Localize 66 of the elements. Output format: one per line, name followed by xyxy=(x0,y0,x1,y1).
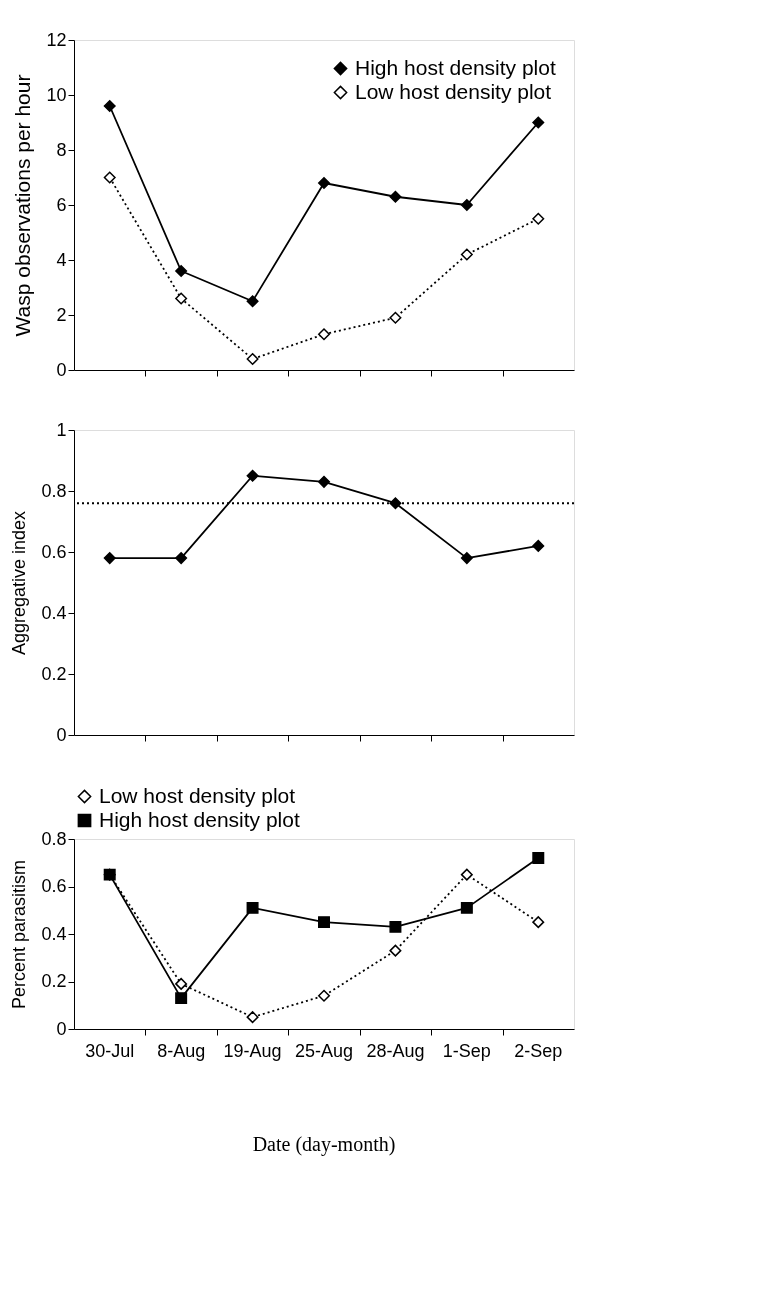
point xyxy=(389,920,402,933)
point xyxy=(175,977,188,990)
x-axis-title: Date (day-month) xyxy=(252,1133,396,1156)
point xyxy=(318,916,330,929)
y-tick-label: 0.6 xyxy=(41,541,67,562)
y-axis-title: Aggregative index xyxy=(9,510,30,656)
y-tick-label: 1 xyxy=(56,419,67,440)
point xyxy=(318,177,330,189)
legend-label: High host density plot xyxy=(99,807,300,831)
y-tick-label: 0 xyxy=(56,359,67,380)
point xyxy=(246,1011,259,1024)
x-tick-label: 28-Aug xyxy=(366,1041,425,1061)
y-axis-title: Percent parasitism xyxy=(9,859,30,1010)
y-tick-label: 0.2 xyxy=(41,663,67,684)
x-tick-label: 25-Aug xyxy=(294,1041,354,1061)
y-tick-label: 0.4 xyxy=(41,923,67,944)
legend-label: High host density plot xyxy=(355,55,556,79)
point xyxy=(532,116,545,129)
point xyxy=(460,901,473,914)
y-axis-title: Wasp observations per hour xyxy=(11,74,35,337)
point xyxy=(246,469,259,482)
y-tick-label: 4 xyxy=(56,249,67,270)
y-tick-label: 10 xyxy=(46,84,67,105)
x-tick-label: 30-Jul xyxy=(85,1041,135,1061)
point xyxy=(532,852,545,864)
y-tick-label: 0 xyxy=(56,1018,67,1039)
point xyxy=(175,292,188,305)
point xyxy=(318,989,330,1002)
point xyxy=(460,552,473,565)
point xyxy=(103,552,116,565)
point xyxy=(103,171,116,184)
y-tick-label: 0.6 xyxy=(41,876,67,896)
point xyxy=(389,190,402,203)
point xyxy=(532,916,545,929)
y-tick-label: 12 xyxy=(46,29,67,50)
y-tick-label: 6 xyxy=(56,194,67,215)
x-tick-label: 1-Sep xyxy=(442,1041,491,1061)
y-tick-label: 0.8 xyxy=(41,828,67,849)
point xyxy=(175,265,188,277)
y-tick-label: 0.2 xyxy=(41,971,67,991)
legend-label: Low host density plot xyxy=(355,79,552,103)
point xyxy=(532,212,545,225)
point xyxy=(389,311,402,324)
point xyxy=(460,868,473,881)
x-tick-label: 8-Aug xyxy=(157,1041,206,1061)
point xyxy=(175,552,188,565)
point xyxy=(389,497,402,510)
y-tick-label: 0.4 xyxy=(41,602,67,623)
point xyxy=(460,199,473,211)
point xyxy=(389,944,402,957)
y-tick-label: 0.8 xyxy=(41,480,67,501)
legend-label: Low host density plot xyxy=(99,783,296,807)
y-tick-label: 0 xyxy=(56,724,67,745)
x-tick-label: 19-Aug xyxy=(223,1041,282,1061)
y-tick-label: 2 xyxy=(56,304,67,325)
point xyxy=(175,992,188,1005)
point xyxy=(246,295,259,308)
point xyxy=(460,248,473,261)
point xyxy=(318,328,330,341)
point xyxy=(246,353,259,365)
point xyxy=(532,539,545,552)
point xyxy=(246,901,259,914)
point xyxy=(318,475,330,488)
x-tick-label: 2-Sep xyxy=(514,1041,563,1061)
y-tick-label: 8 xyxy=(56,139,67,160)
point xyxy=(103,100,116,112)
